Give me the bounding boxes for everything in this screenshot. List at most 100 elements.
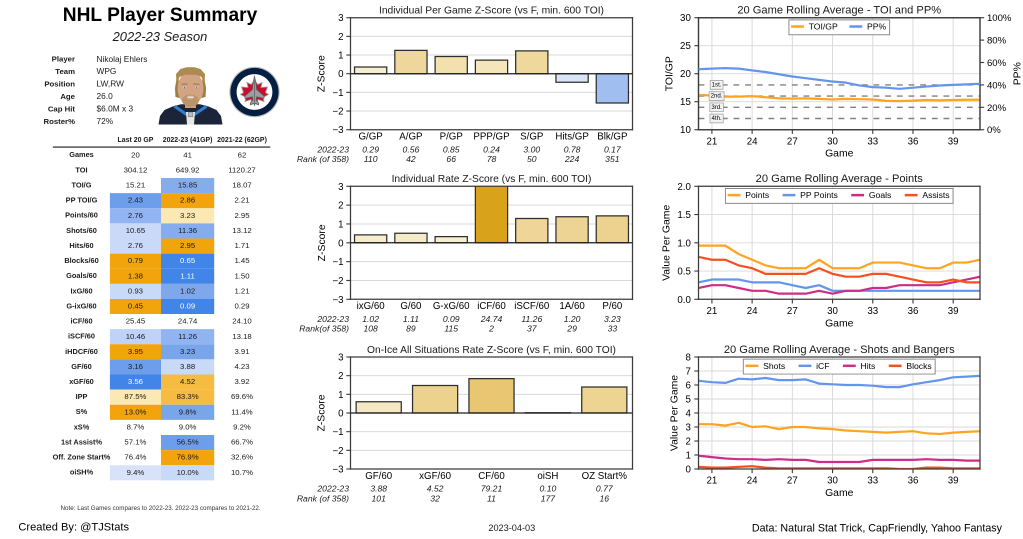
svg-text:0.65: 0.65 (180, 256, 195, 265)
svg-text:24.74: 24.74 (480, 314, 503, 324)
svg-text:351: 351 (605, 154, 620, 164)
svg-text:1A/60: 1A/60 (559, 301, 585, 312)
svg-text:2023-04-03: 2023-04-03 (488, 523, 535, 533)
svg-text:2.95: 2.95 (180, 241, 195, 250)
svg-text:20 Game Rolling Average - Shot: 20 Game Rolling Average - Shots and Bang… (724, 344, 955, 356)
svg-text:20: 20 (680, 69, 691, 80)
svg-text:3.23: 3.23 (604, 314, 621, 324)
svg-text:9.8%: 9.8% (179, 407, 197, 416)
svg-text:100%: 100% (987, 13, 1012, 24)
svg-text:Roster%: Roster% (43, 117, 75, 126)
svg-text:7: 7 (685, 367, 690, 378)
svg-text:Last 20 GP: Last 20 GP (118, 137, 154, 144)
svg-text:649.92: 649.92 (176, 165, 200, 174)
svg-text:10.46: 10.46 (126, 332, 145, 341)
svg-text:177: 177 (541, 493, 557, 503)
svg-text:Points/60: Points/60 (65, 211, 98, 220)
svg-text:15: 15 (680, 97, 691, 108)
svg-text:0.0: 0.0 (677, 295, 691, 306)
svg-text:3.00: 3.00 (523, 144, 540, 154)
svg-text:−1: −1 (332, 88, 343, 99)
svg-text:2.0: 2.0 (677, 182, 691, 193)
svg-text:3.23: 3.23 (180, 347, 195, 356)
svg-text:Assists: Assists (922, 190, 949, 200)
svg-text:TOI/G: TOI/G (72, 180, 92, 189)
svg-text:33: 33 (867, 136, 878, 147)
svg-text:1.20: 1.20 (564, 314, 581, 324)
svg-text:69.6%: 69.6% (231, 392, 253, 401)
svg-text:2022-23 Season: 2022-23 Season (112, 29, 208, 44)
svg-text:1120.27: 1120.27 (228, 165, 256, 174)
svg-text:−2: −2 (332, 107, 343, 118)
svg-text:20%: 20% (987, 103, 1007, 114)
svg-text:Nikolaj Ehlers: Nikolaj Ehlers (97, 54, 148, 64)
svg-text:11: 11 (487, 493, 496, 503)
svg-text:3.92: 3.92 (234, 377, 249, 386)
svg-text:Created By: @TJStats: Created By: @TJStats (18, 521, 129, 533)
svg-text:3: 3 (338, 182, 343, 193)
svg-text:33: 33 (608, 324, 618, 334)
svg-text:32: 32 (430, 493, 440, 503)
svg-text:WPG: WPG (97, 66, 117, 76)
svg-text:5: 5 (685, 395, 690, 406)
svg-text:Position: Position (44, 80, 75, 89)
svg-text:76.9%: 76.9% (177, 453, 199, 462)
svg-text:2: 2 (338, 371, 343, 382)
svg-text:1.50: 1.50 (234, 271, 250, 280)
svg-text:1.71: 1.71 (234, 241, 249, 250)
svg-text:0%: 0% (987, 125, 1001, 136)
svg-text:GF/60: GF/60 (71, 362, 91, 371)
svg-text:21: 21 (706, 136, 717, 147)
svg-text:Player: Player (52, 55, 75, 64)
svg-text:3.91: 3.91 (234, 347, 249, 356)
svg-text:TOI/GP: TOI/GP (809, 22, 838, 32)
svg-text:iSCF/60: iSCF/60 (514, 301, 550, 312)
svg-text:Games: Games (69, 150, 94, 159)
svg-text:0.45: 0.45 (128, 302, 143, 311)
svg-text:15.21: 15.21 (126, 181, 145, 190)
svg-text:−2: −2 (332, 276, 343, 287)
svg-text:24.10: 24.10 (232, 317, 252, 326)
svg-text:304.12: 304.12 (124, 165, 148, 174)
svg-text:224: 224 (564, 154, 580, 164)
svg-text:21: 21 (706, 306, 717, 317)
svg-text:1.02: 1.02 (362, 314, 379, 324)
svg-text:Hits/60: Hits/60 (69, 241, 93, 250)
svg-text:0.29: 0.29 (362, 144, 379, 154)
svg-text:Blocks/60: Blocks/60 (64, 256, 98, 265)
svg-text:36: 36 (908, 306, 919, 317)
svg-text:oiSH%: oiSH% (70, 468, 94, 477)
svg-text:Shots/60: Shots/60 (66, 226, 97, 235)
svg-text:2022-23: 2022-23 (316, 144, 349, 154)
svg-text:10.7%: 10.7% (231, 468, 253, 477)
svg-text:Goals: Goals (869, 190, 892, 200)
svg-text:−1: −1 (332, 427, 343, 438)
svg-text:PP%: PP% (867, 22, 886, 32)
svg-text:2022-23 (41GP): 2022-23 (41GP) (163, 137, 213, 144)
svg-text:24: 24 (747, 476, 758, 487)
svg-text:On-Ice All Situations Rate Z-S: On-Ice All Situations Rate Z-Score (vs F… (367, 345, 616, 356)
svg-text:ixG/60: ixG/60 (357, 301, 386, 312)
svg-text:Blocks: Blocks (906, 361, 931, 371)
svg-text:PP Points: PP Points (800, 190, 838, 200)
svg-text:0.09: 0.09 (443, 314, 460, 324)
svg-text:−3: −3 (332, 295, 343, 306)
svg-text:2.95: 2.95 (234, 211, 249, 220)
svg-text:66: 66 (446, 154, 456, 164)
svg-text:Note: Last Games compares to 2: Note: Last Games compares to 2022-23. 20… (61, 505, 261, 512)
svg-text:GF/60: GF/60 (365, 471, 393, 482)
svg-text:39: 39 (948, 476, 959, 487)
svg-text:$6.0M x 3: $6.0M x 3 (97, 104, 134, 114)
svg-text:0.24: 0.24 (483, 144, 500, 154)
svg-text:S/GP: S/GP (520, 132, 543, 143)
svg-text:Points: Points (745, 190, 769, 200)
svg-text:4.52: 4.52 (427, 484, 444, 494)
svg-text:0.5: 0.5 (677, 267, 691, 278)
svg-text:Z-Score: Z-Score (317, 224, 328, 261)
svg-text:G/60: G/60 (400, 301, 422, 312)
svg-text:39: 39 (948, 306, 959, 317)
svg-text:IPP: IPP (76, 392, 88, 401)
svg-text:62: 62 (238, 150, 247, 159)
svg-text:3.88: 3.88 (180, 362, 195, 371)
svg-text:1st.: 1st. (712, 81, 722, 88)
